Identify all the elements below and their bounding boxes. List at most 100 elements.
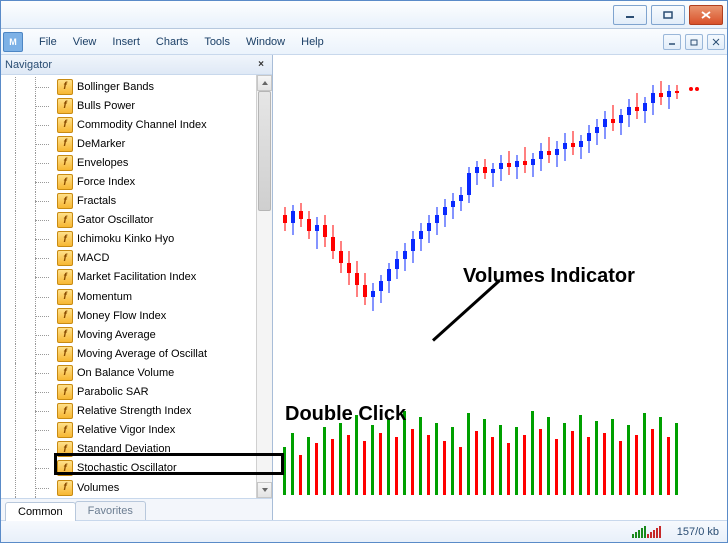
indicator-icon: f bbox=[57, 269, 73, 285]
menubar: M FileViewInsertChartsToolsWindowHelp bbox=[1, 29, 727, 55]
tree-item-label: Gator Oscillator bbox=[77, 214, 153, 226]
tab-common[interactable]: Common bbox=[5, 502, 76, 521]
tree-item[interactable]: f Volumes bbox=[7, 478, 272, 497]
tree-item-label: Moving Average of Oscillat bbox=[77, 348, 207, 360]
navigator-tabs: Common Favorites bbox=[1, 498, 272, 520]
app-window: M FileViewInsertChartsToolsWindowHelp Na… bbox=[0, 0, 728, 543]
chart-area[interactable]: Volumes Indicator Double Click bbox=[273, 55, 727, 520]
scrollbar-thumb[interactable] bbox=[258, 91, 271, 211]
navigator-close-icon[interactable]: × bbox=[254, 58, 268, 72]
menu-charts[interactable]: Charts bbox=[148, 33, 196, 51]
indicator-icon: f bbox=[57, 193, 73, 209]
indicator-icon: f bbox=[57, 250, 73, 266]
indicator-icon: f bbox=[57, 98, 73, 114]
tree-item-label: Money Flow Index bbox=[77, 310, 166, 322]
tree-item[interactable]: f Moving Average of Oscillat bbox=[7, 344, 272, 363]
tree-item[interactable]: f Relative Vigor Index bbox=[7, 421, 272, 440]
tree-item[interactable]: f Envelopes bbox=[7, 153, 272, 172]
candlestick-chart bbox=[273, 55, 727, 520]
indicator-icon: f bbox=[57, 441, 73, 457]
tree-item-label: Relative Vigor Index bbox=[77, 424, 175, 436]
scrollbar-up-icon[interactable] bbox=[257, 75, 272, 91]
tree-item-label: Fractals bbox=[77, 195, 116, 207]
indicator-icon: f bbox=[57, 136, 73, 152]
tree-item[interactable]: f Force Index bbox=[7, 172, 272, 191]
tree-item[interactable]: f Moving Average bbox=[7, 325, 272, 344]
tree-item[interactable]: f Bulls Power bbox=[7, 96, 272, 115]
navigator-tree[interactable]: f Bollinger Bands f Bulls Power f Commodity C… bbox=[1, 75, 272, 498]
status-text: 157/0 kb bbox=[677, 526, 719, 538]
mdi-close-button[interactable] bbox=[707, 34, 725, 50]
indicator-icon: f bbox=[57, 384, 73, 400]
connection-icon bbox=[632, 526, 661, 538]
menu-file[interactable]: File bbox=[31, 33, 65, 51]
navigator-panel: Navigator × f Bollinger Bands f Bulls Power… bbox=[1, 55, 273, 520]
tree-item-label: Relative Strength Index bbox=[77, 405, 191, 417]
tree-item[interactable]: f Commodity Channel Index bbox=[7, 115, 272, 134]
tree-item-label: Standard Deviation bbox=[77, 443, 171, 455]
menu-insert[interactable]: Insert bbox=[104, 33, 148, 51]
tree-item[interactable]: f DeMarker bbox=[7, 134, 272, 153]
indicator-icon: f bbox=[57, 422, 73, 438]
indicator-icon: f bbox=[57, 231, 73, 247]
tree-item-label: Envelopes bbox=[77, 157, 128, 169]
tree-item[interactable]: f MACD bbox=[7, 249, 272, 268]
tree-item-label: Parabolic SAR bbox=[77, 386, 149, 398]
indicator-icon: f bbox=[57, 365, 73, 381]
navigator-title: Navigator bbox=[5, 59, 52, 71]
minimize-button[interactable] bbox=[613, 5, 647, 25]
tree-item[interactable]: f Market Facilitation Index bbox=[7, 268, 272, 287]
tree-item-label: DeMarker bbox=[77, 138, 125, 150]
tree-item-label: Moving Average bbox=[77, 329, 156, 341]
tree-item-label: Bollinger Bands bbox=[77, 81, 154, 93]
indicator-icon: f bbox=[57, 155, 73, 171]
menu-window[interactable]: Window bbox=[238, 33, 293, 51]
scrollbar-down-icon[interactable] bbox=[257, 482, 272, 498]
indicator-icon: f bbox=[57, 327, 73, 343]
tree-item[interactable]: f Ichimoku Kinko Hyo bbox=[7, 230, 272, 249]
tree-item[interactable]: f Relative Strength Index bbox=[7, 402, 272, 421]
tab-favorites[interactable]: Favorites bbox=[75, 501, 146, 520]
indicator-icon: f bbox=[57, 346, 73, 362]
indicator-icon: f bbox=[57, 117, 73, 133]
tree-item[interactable]: f Stochastic Oscillator bbox=[7, 459, 272, 478]
tree-item-label: Volumes bbox=[77, 482, 119, 494]
titlebar bbox=[1, 1, 727, 29]
mdi-restore-button[interactable] bbox=[685, 34, 703, 50]
tree-item-label: Commodity Channel Index bbox=[77, 119, 207, 131]
tree-item[interactable]: f Parabolic SAR bbox=[7, 383, 272, 402]
indicator-icon: f bbox=[57, 403, 73, 419]
indicator-icon: f bbox=[57, 308, 73, 324]
menu-view[interactable]: View bbox=[65, 33, 105, 51]
tree-item[interactable]: fGator Oscillator bbox=[7, 211, 272, 230]
tree-item[interactable]: f Momentum bbox=[7, 287, 272, 306]
indicator-icon: f bbox=[57, 79, 73, 95]
tree-item-label: Ichimoku Kinko Hyo bbox=[77, 233, 174, 245]
tree-item-label: Bulls Power bbox=[77, 100, 135, 112]
indicator-icon: f bbox=[57, 460, 73, 476]
tree-item-label: Stochastic Oscillator bbox=[77, 462, 177, 474]
tree-item[interactable]: f Fractals bbox=[7, 192, 272, 211]
indicator-icon: f bbox=[57, 289, 73, 305]
tree-item[interactable]: f Bollinger Bands bbox=[7, 77, 272, 96]
tree-item[interactable]: fWilliams' Percent Range bbox=[7, 497, 272, 498]
tree-item-label: MACD bbox=[77, 252, 109, 264]
tree-item-label: On Balance Volume bbox=[77, 367, 174, 379]
close-button[interactable] bbox=[689, 5, 723, 25]
menu-tools[interactable]: Tools bbox=[196, 33, 238, 51]
tree-item-label: Force Index bbox=[77, 176, 135, 188]
statusbar: 157/0 kb bbox=[1, 520, 727, 542]
tree-item[interactable]: f Standard Deviation bbox=[7, 440, 272, 459]
maximize-button[interactable] bbox=[651, 5, 685, 25]
indicator-icon: f bbox=[57, 174, 73, 190]
scrollbar[interactable] bbox=[256, 75, 272, 498]
navigator-header: Navigator × bbox=[1, 55, 272, 75]
app-icon: M bbox=[3, 32, 23, 52]
tree-item[interactable]: f Money Flow Index bbox=[7, 306, 272, 325]
menu-help[interactable]: Help bbox=[293, 33, 332, 51]
indicator-icon: f bbox=[57, 480, 73, 496]
tree-item-label: Market Facilitation Index bbox=[77, 271, 196, 283]
tree-item[interactable]: f On Balance Volume bbox=[7, 363, 272, 382]
mdi-minimize-button[interactable] bbox=[663, 34, 681, 50]
tree-item-label: Momentum bbox=[77, 291, 132, 303]
